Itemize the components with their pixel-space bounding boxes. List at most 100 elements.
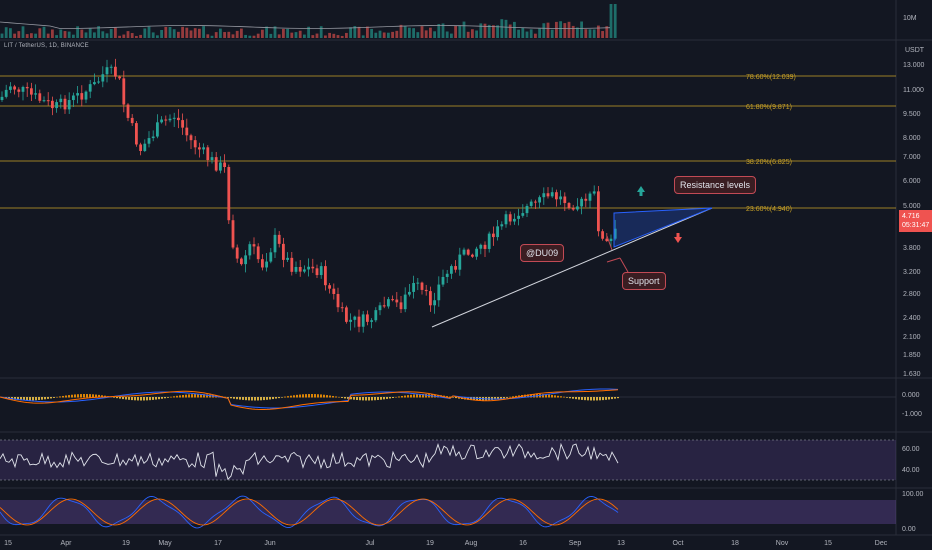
candle-body [160, 119, 163, 123]
macd-histogram-bar [386, 397, 388, 399]
macd-histogram-bar [266, 397, 268, 400]
macd-histogram-bar [338, 396, 340, 398]
price-axis[interactable]: 13.00011.0009.5008.0007.0006.0005.0004.2… [902, 15, 925, 533]
candle-body [55, 102, 58, 109]
candle-body [328, 285, 331, 289]
volume-bar [214, 32, 218, 38]
macd-histogram-bar [377, 397, 379, 401]
last-price: 4.716 [902, 213, 920, 220]
author-note[interactable]: @DU09 [520, 244, 565, 262]
macd-histogram-bar [584, 397, 586, 401]
volume-bar [492, 25, 495, 38]
macd-histogram-bar [404, 395, 406, 398]
macd-histogram-bar [608, 397, 610, 400]
currency-label: USDT [905, 47, 925, 54]
candle-body [542, 193, 546, 198]
macd-histogram-bar [167, 397, 169, 398]
candle-body [445, 273, 449, 277]
fibonacci-levels: 78.60%(12.039) 61.80%(9.871) 38.20%(6.825)… [0, 74, 896, 213]
price-axis-label: 1.850 [903, 352, 921, 359]
candle-body [256, 246, 260, 260]
candle-body [147, 138, 151, 144]
volume-bar [172, 29, 176, 38]
price-axis-label: 2.100 [903, 334, 921, 341]
macd-histogram-bar [251, 397, 253, 401]
macd-histogram-bar [392, 397, 394, 398]
volume-bar [298, 30, 302, 38]
resistance-note[interactable]: Resistance levels [674, 176, 757, 194]
macd-histogram-bar [503, 397, 505, 399]
volume-bar [42, 26, 46, 38]
volume-bar [193, 28, 197, 38]
macd-histogram-bar [131, 397, 133, 401]
support-note-pointer-2 [606, 257, 621, 263]
macd-histogram-bar [593, 397, 595, 401]
support-note[interactable]: Support [622, 272, 666, 290]
macd-histogram-bar [560, 396, 562, 398]
macd-histogram-bar [290, 395, 292, 398]
time-axis[interactable]: 15 Apr 19 May 17 Jun Jul 19 Aug 16 Sep 13 Oct 18 Nov 15… [4, 540, 888, 547]
macd-histogram-bar [611, 397, 613, 400]
volume-bar [466, 31, 470, 38]
macd-histogram-bar [50, 397, 52, 399]
volume-bar [605, 26, 609, 38]
candle-body [252, 244, 256, 247]
volume-bar [433, 31, 436, 38]
candle-body [177, 117, 180, 121]
candle-body [172, 117, 176, 119]
macd-histogram-bar [572, 397, 574, 399]
volume-bar [458, 25, 462, 38]
macd-histogram-bar [32, 397, 34, 401]
symbol-label[interactable]: LIT / TetherUS, 1D, BINANCE [4, 43, 89, 49]
volume-bar [51, 29, 54, 38]
candle-body [164, 119, 168, 121]
volume-bar [571, 25, 575, 38]
volume-bar [282, 28, 285, 38]
drawings-layer[interactable] [431, 186, 713, 328]
volume-bar [256, 33, 260, 38]
macd-histogram-bar [263, 397, 265, 401]
candle-body [51, 100, 54, 109]
volume-bar [290, 32, 294, 38]
macd-histogram-bar [203, 394, 205, 398]
stoch-k-line [0, 495, 619, 529]
stoch-d-line [0, 498, 619, 526]
macd-histogram-bar [332, 395, 334, 398]
macd-histogram-bar [227, 397, 229, 398]
macd-histogram-bar [491, 397, 493, 400]
candle-body [13, 86, 16, 90]
macd-histogram-bar [473, 397, 475, 401]
macd-histogram-bar [410, 394, 412, 398]
volume-bar [370, 28, 373, 38]
macd-histogram-bar [542, 394, 544, 398]
candle-body [42, 100, 46, 102]
price-axis-label: 3.800 [903, 245, 921, 252]
macd-histogram-bar [134, 397, 136, 401]
volume-bar [345, 32, 348, 38]
macd-histogram-bar [368, 397, 370, 401]
candle-body [454, 266, 457, 270]
macd-histogram-bar [245, 397, 247, 401]
candle-body [597, 191, 600, 232]
macd-histogram-bar [605, 397, 607, 400]
macd-histogram-bar [125, 397, 127, 400]
volume-bar [63, 31, 67, 38]
candle-body [315, 268, 319, 276]
macd-histogram-bar [269, 397, 271, 400]
price-axis-label: 13.000 [903, 62, 925, 69]
candle-body [412, 283, 415, 292]
candle-body [261, 259, 264, 268]
macd-histogram-bar [413, 394, 415, 398]
candle-body [118, 76, 121, 79]
candle-body [126, 104, 130, 118]
macd-histogram-bar [80, 394, 82, 398]
volume-bar [324, 35, 327, 38]
macd-pane [0, 388, 896, 410]
candle-body [63, 98, 67, 110]
candle-body [609, 238, 613, 242]
macd-histogram-bar [380, 397, 382, 400]
volume-bar [395, 30, 399, 38]
candle-body [437, 284, 441, 301]
rsi-axis-label: 40.00 [902, 467, 920, 474]
